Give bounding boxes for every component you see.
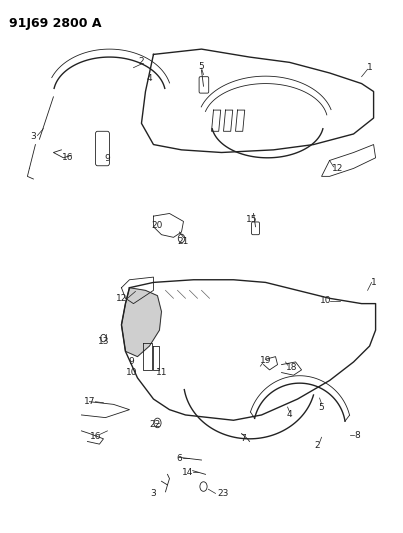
Text: 17: 17 [84, 397, 95, 406]
Text: 23: 23 [217, 489, 229, 498]
Text: 2: 2 [315, 441, 320, 450]
Text: 20: 20 [152, 221, 163, 230]
Text: 16: 16 [90, 432, 101, 441]
Text: 13: 13 [98, 337, 109, 346]
Text: 14: 14 [182, 468, 193, 477]
Text: 21: 21 [178, 237, 189, 246]
Text: 12: 12 [332, 164, 343, 173]
Text: 18: 18 [286, 363, 297, 372]
Text: 16: 16 [62, 154, 73, 163]
Text: 15: 15 [246, 215, 257, 224]
Text: 4: 4 [287, 410, 292, 419]
Text: 3: 3 [151, 489, 156, 498]
Text: 10: 10 [320, 296, 331, 305]
Text: 3: 3 [31, 132, 36, 141]
Text: 11: 11 [156, 368, 167, 377]
Text: 9: 9 [129, 358, 134, 367]
Text: 10: 10 [126, 368, 137, 377]
Text: 5: 5 [319, 402, 324, 411]
Text: 7: 7 [241, 434, 246, 443]
Text: 12: 12 [116, 294, 127, 303]
Text: 5: 5 [199, 62, 204, 70]
Text: 19: 19 [260, 357, 271, 366]
Text: 91J69 2800 A: 91J69 2800 A [9, 17, 102, 30]
Text: 9: 9 [104, 155, 110, 164]
Text: 8: 8 [355, 431, 360, 440]
Polygon shape [121, 288, 162, 357]
Text: 1: 1 [367, 63, 372, 72]
Text: 2: 2 [139, 57, 144, 66]
Text: 4: 4 [147, 74, 152, 83]
Text: 22: 22 [150, 420, 161, 429]
Text: 6: 6 [177, 454, 183, 463]
Text: 1: 1 [371, 278, 376, 287]
